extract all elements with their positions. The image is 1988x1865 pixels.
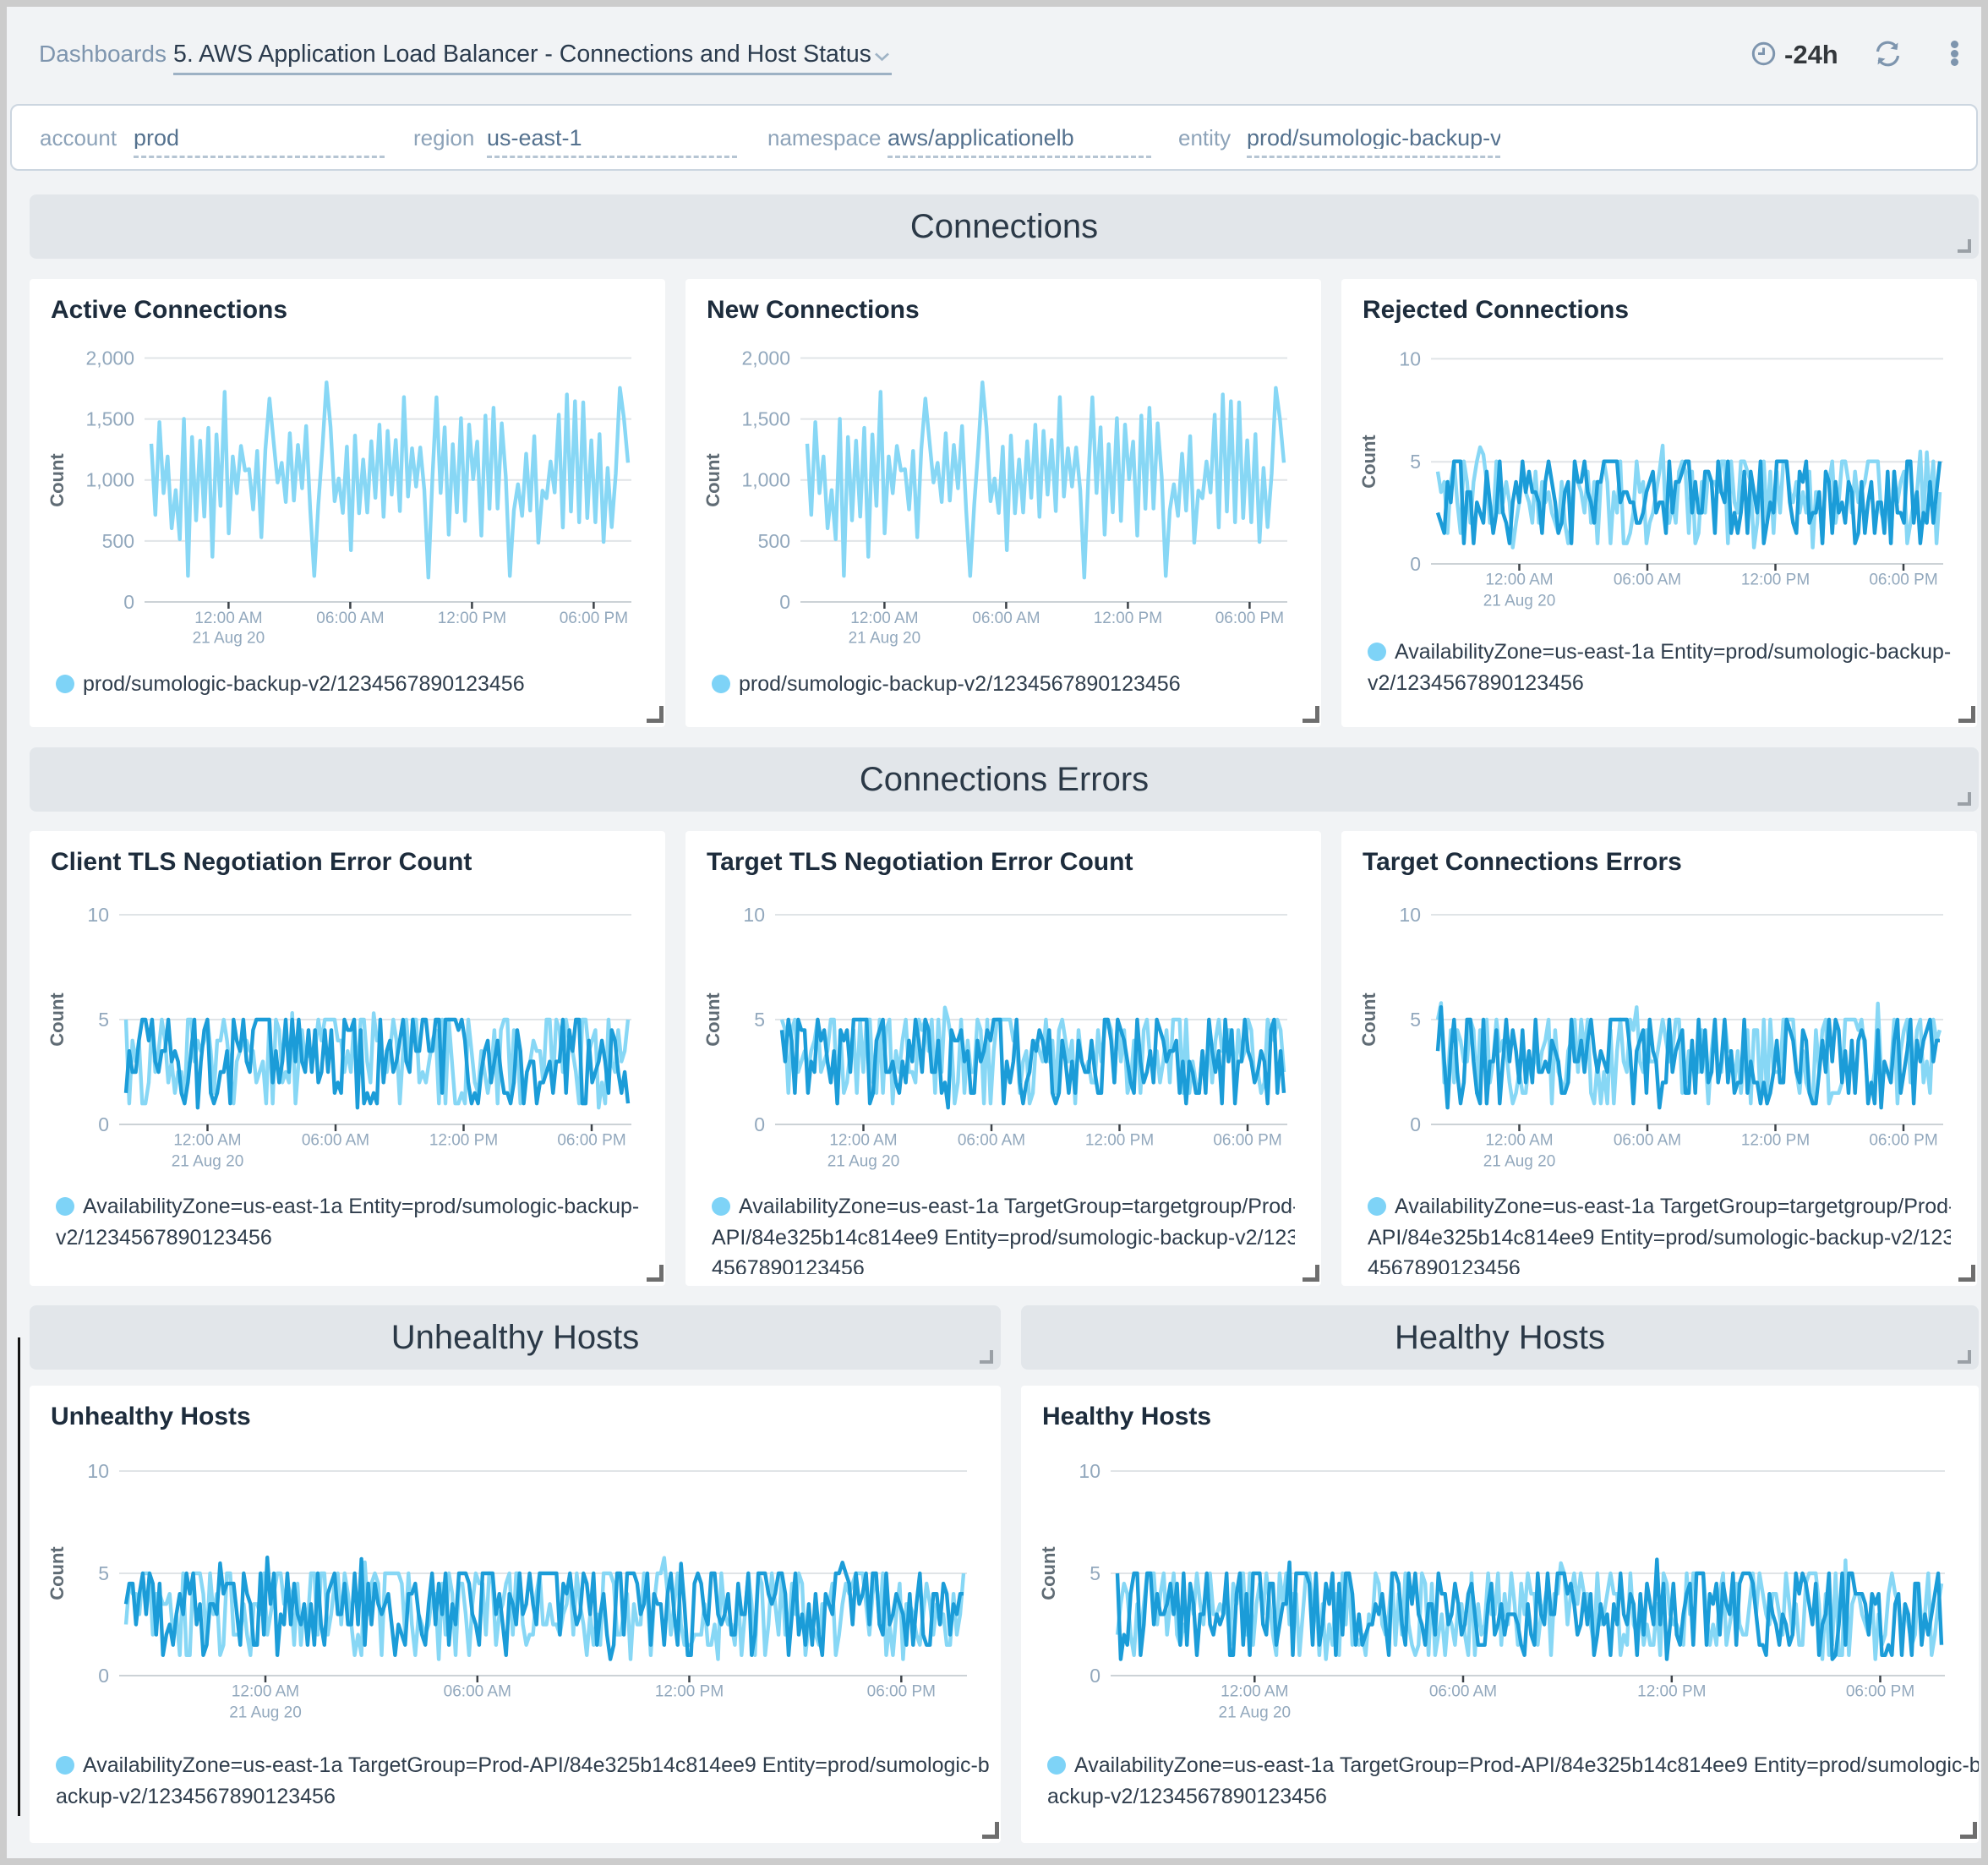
svg-text:0: 0 — [98, 1665, 109, 1687]
svg-text:12:00 PM: 12:00 PM — [1637, 1683, 1706, 1701]
svg-text:06:00 AM: 06:00 AM — [444, 1683, 511, 1701]
svg-text:06:00 AM: 06:00 AM — [1429, 1683, 1497, 1701]
svg-text:0: 0 — [1410, 1113, 1421, 1135]
svg-text:1,500: 1,500 — [85, 408, 134, 430]
svg-text:1,500: 1,500 — [741, 408, 790, 430]
svg-text:12:00 AM: 12:00 AM — [1485, 572, 1553, 589]
svg-text:06:00 PM: 06:00 PM — [1869, 572, 1937, 589]
svg-text:12:00 PM: 12:00 PM — [429, 1132, 498, 1150]
svg-text:06:00 PM: 06:00 PM — [557, 1132, 625, 1150]
svg-text:5: 5 — [1090, 1562, 1100, 1584]
svg-text:10: 10 — [87, 904, 109, 926]
svg-text:21 Aug 20: 21 Aug 20 — [229, 1704, 302, 1722]
svg-text:06:00 AM: 06:00 AM — [958, 1132, 1025, 1150]
svg-text:12:00 PM: 12:00 PM — [438, 610, 506, 627]
svg-text:0: 0 — [754, 1113, 765, 1135]
svg-text:5: 5 — [1410, 1009, 1421, 1031]
svg-text:10: 10 — [743, 904, 765, 926]
svg-text:Count: Count — [46, 993, 68, 1047]
svg-text:0: 0 — [98, 1113, 109, 1135]
svg-text:12:00 PM: 12:00 PM — [1741, 1132, 1810, 1150]
svg-text:06:00 PM: 06:00 PM — [867, 1683, 936, 1701]
svg-text:Count: Count — [1038, 1546, 1059, 1600]
svg-text:0: 0 — [779, 591, 790, 613]
svg-text:12:00 PM: 12:00 PM — [655, 1683, 724, 1701]
svg-text:5: 5 — [754, 1009, 765, 1031]
svg-text:21 Aug 20: 21 Aug 20 — [172, 1153, 244, 1171]
svg-text:06:00 PM: 06:00 PM — [560, 610, 628, 627]
svg-text:21 Aug 20: 21 Aug 20 — [849, 629, 921, 647]
svg-text:12:00 AM: 12:00 AM — [829, 1132, 897, 1150]
svg-text:Count: Count — [702, 453, 724, 507]
svg-text:0: 0 — [123, 591, 134, 613]
svg-text:5: 5 — [98, 1562, 109, 1584]
svg-text:0: 0 — [1090, 1665, 1100, 1687]
svg-text:10: 10 — [1079, 1460, 1100, 1482]
svg-text:2,000: 2,000 — [85, 347, 134, 369]
svg-text:5: 5 — [1410, 451, 1421, 473]
svg-text:0: 0 — [1410, 553, 1421, 575]
svg-text:10: 10 — [87, 1460, 109, 1482]
svg-text:12:00 AM: 12:00 AM — [1485, 1132, 1553, 1150]
svg-text:10: 10 — [1399, 347, 1421, 369]
svg-text:Count: Count — [702, 993, 724, 1047]
svg-text:06:00 PM: 06:00 PM — [1213, 1132, 1281, 1150]
svg-text:5: 5 — [98, 1009, 109, 1031]
svg-text:12:00 AM: 12:00 AM — [1221, 1683, 1288, 1701]
svg-text:12:00 AM: 12:00 AM — [173, 1132, 241, 1150]
svg-text:06:00 AM: 06:00 AM — [302, 1132, 369, 1150]
svg-text:21 Aug 20: 21 Aug 20 — [1483, 593, 1556, 610]
svg-text:06:00 AM: 06:00 AM — [972, 610, 1040, 627]
svg-text:500: 500 — [102, 530, 134, 552]
svg-text:Count: Count — [46, 453, 68, 507]
svg-text:06:00 PM: 06:00 PM — [1846, 1683, 1914, 1701]
svg-text:21 Aug 20: 21 Aug 20 — [1483, 1153, 1556, 1171]
svg-text:12:00 PM: 12:00 PM — [1741, 572, 1810, 589]
svg-text:500: 500 — [758, 530, 790, 552]
svg-text:12:00 AM: 12:00 AM — [194, 610, 262, 627]
svg-text:21 Aug 20: 21 Aug 20 — [193, 629, 265, 647]
svg-text:2,000: 2,000 — [741, 347, 790, 369]
svg-text:21 Aug 20: 21 Aug 20 — [1219, 1704, 1292, 1722]
svg-text:21 Aug 20: 21 Aug 20 — [827, 1153, 900, 1171]
svg-text:06:00 AM: 06:00 AM — [1614, 1132, 1681, 1150]
svg-text:1,000: 1,000 — [741, 469, 790, 491]
svg-text:Count: Count — [1358, 435, 1379, 489]
svg-text:12:00 AM: 12:00 AM — [850, 610, 918, 627]
svg-text:06:00 PM: 06:00 PM — [1869, 1132, 1937, 1150]
svg-text:06:00 AM: 06:00 AM — [316, 610, 384, 627]
svg-text:06:00 PM: 06:00 PM — [1215, 610, 1284, 627]
svg-text:1,000: 1,000 — [85, 469, 134, 491]
svg-text:12:00 AM: 12:00 AM — [232, 1683, 299, 1701]
svg-text:10: 10 — [1399, 904, 1421, 926]
svg-text:12:00 PM: 12:00 PM — [1094, 610, 1162, 627]
svg-text:Count: Count — [1358, 993, 1379, 1047]
svg-text:06:00 AM: 06:00 AM — [1614, 572, 1681, 589]
svg-text:Count: Count — [46, 1546, 68, 1600]
svg-text:12:00 PM: 12:00 PM — [1085, 1132, 1154, 1150]
